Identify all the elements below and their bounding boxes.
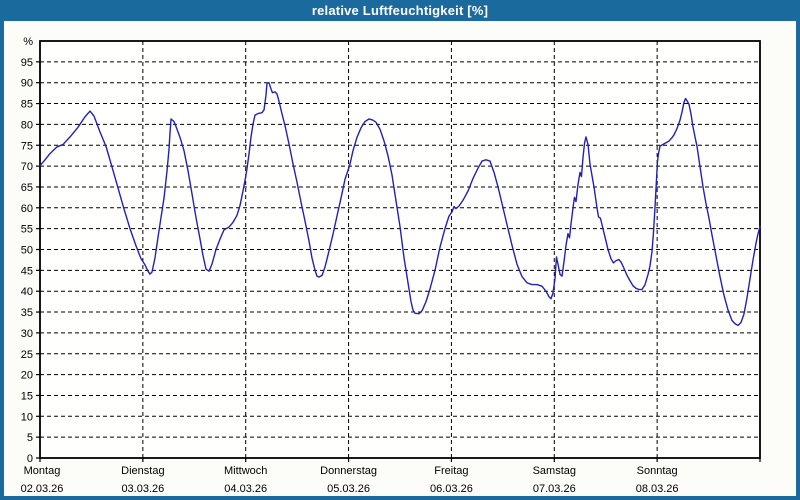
y-axis-tick-label: 15 [21,390,33,402]
y-axis-tick-label: 90 [21,78,33,90]
y-axis-tick-label: 20 [21,370,33,382]
x-axis-date-label: 05.03.26 [327,483,370,495]
y-axis-tick-label: 95 [21,57,33,69]
x-axis-date-label: 06.03.26 [430,483,473,495]
humidity-chart: 0 5 10 15 20 25 30 35 40 45 50 55 60 65 70 75 80 85 90 95% M… [21,36,761,495]
y-axis-tick-label: 10 [21,411,33,423]
plot-frame [39,40,761,459]
x-axis-date-label: 02.03.26 [21,483,64,495]
y-axis-tick-label: 40 [21,286,33,298]
titlebar: relative Luftfeuchtigkeit [%] [0,0,800,21]
y-axis-tick-label: 45 [21,265,33,277]
y-axis-tick-label: 80 [21,119,33,131]
chart-area: 0 5 10 15 20 25 30 35 40 45 50 55 60 65 70 75 80 85 90 95% M… [4,21,796,496]
x-axis-day-label: Montag [24,465,61,477]
y-axis-unit-label: % [23,36,33,48]
y-axis-tick-label: 85 [21,99,33,111]
x-axis-day-label: Freitag [434,465,468,477]
y-axis-tick-label: 25 [21,349,33,361]
window-title: relative Luftfeuchtigkeit [%] [311,3,489,18]
y-axis-tick-label: 55 [21,224,33,236]
x-axis-date-label: 04.03.26 [224,483,267,495]
x-axis-day-label: Sonntag [637,465,678,477]
y-axis-tick-label: 0 [27,453,33,465]
y-axis-tick-label: 75 [21,140,33,152]
y-axis-tick-label: 65 [21,182,33,194]
y-axis-tick-label: 5 [27,432,33,444]
x-axis-date-label: 03.03.26 [121,483,164,495]
y-axis-tick-label: 35 [21,307,33,319]
x-axis-date-label: 08.03.26 [636,483,679,495]
y-axis-tick-label: 50 [21,245,33,257]
x-axis-day-label: Samstag [533,465,576,477]
x-axis-date-label: 07.03.26 [533,483,576,495]
x-axis-day-label: Mittwoch [224,465,267,477]
y-axis-tick-label: 30 [21,328,33,340]
humidity-curve [39,82,761,327]
x-axis-day-label: Dienstag [121,465,164,477]
y-axis-tick-label: 70 [21,161,33,173]
x-axis-day-label: Donnerstag [320,465,377,477]
y-axis-tick-label: 60 [21,203,33,215]
